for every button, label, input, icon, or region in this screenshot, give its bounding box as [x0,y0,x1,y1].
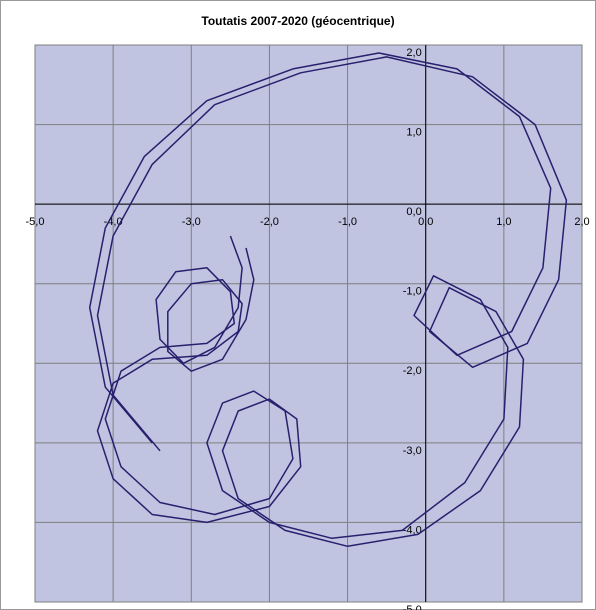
y-tick-label: -1,0 [403,286,422,298]
x-tick-label: -5,0 [26,216,45,228]
x-tick-label: -1,0 [338,216,357,228]
y-tick-label: -3,0 [403,445,422,457]
chart-title: Toutatis 2007-2020 (géocentrique) [201,14,394,28]
x-tick-label: -2,0 [260,216,279,228]
x-tick-label: 1,0 [496,216,511,228]
trajectory [88,52,552,540]
x-tick-label: -4,0 [104,216,123,228]
y-tick-label: 0,0 [406,206,421,218]
trajectory [96,56,568,548]
y-tick-label: 1,0 [406,126,421,138]
x-tick-label: 2,0 [574,216,589,228]
x-tick-label: -3,0 [182,216,201,228]
y-tick-label: -2,0 [403,365,422,377]
plot-area [34,44,583,603]
y-tick-label: 2,0 [406,47,421,59]
y-tick-label: -5,0 [403,604,422,610]
